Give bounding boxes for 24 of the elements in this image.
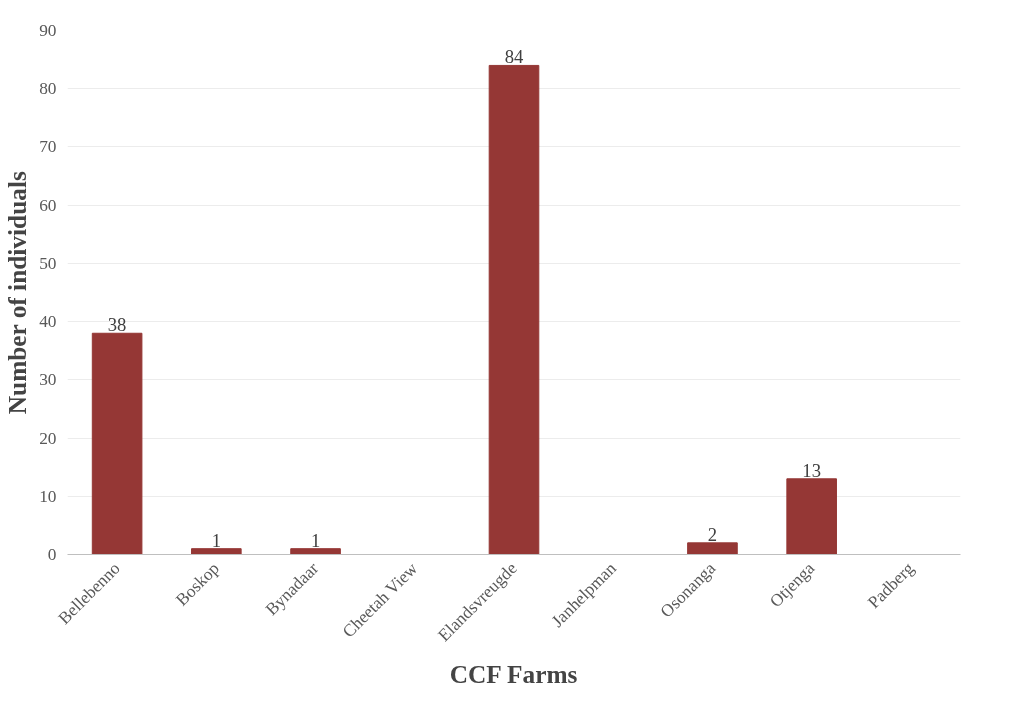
y-tick-label: 50 [39,253,57,273]
y-tick-label: 80 [39,79,57,99]
bar [91,332,143,555]
bar [191,548,242,555]
x-axis-title: CCF Farms [449,659,578,688]
bar [488,64,540,555]
bar [786,478,837,555]
data-label: 84 [504,46,524,68]
y-axis-title: Number of individuals [3,171,32,415]
y-tick-label: 60 [39,195,57,215]
data-label: 1 [310,529,321,551]
y-tick-label: 40 [39,312,57,332]
bar [290,548,341,555]
data-label: 1 [211,529,221,551]
y-tick-label: 30 [39,370,57,390]
y-tick-label: 0 [47,545,57,564]
y-tick-label: 10 [39,486,57,506]
bar [687,542,738,555]
data-label: 2 [707,523,718,545]
y-tick-label: 90 [39,21,57,40]
y-tick-label: 20 [39,428,57,448]
y-tick-label: 70 [39,137,57,157]
data-label: 13 [802,459,821,481]
data-label: 38 [107,314,127,336]
